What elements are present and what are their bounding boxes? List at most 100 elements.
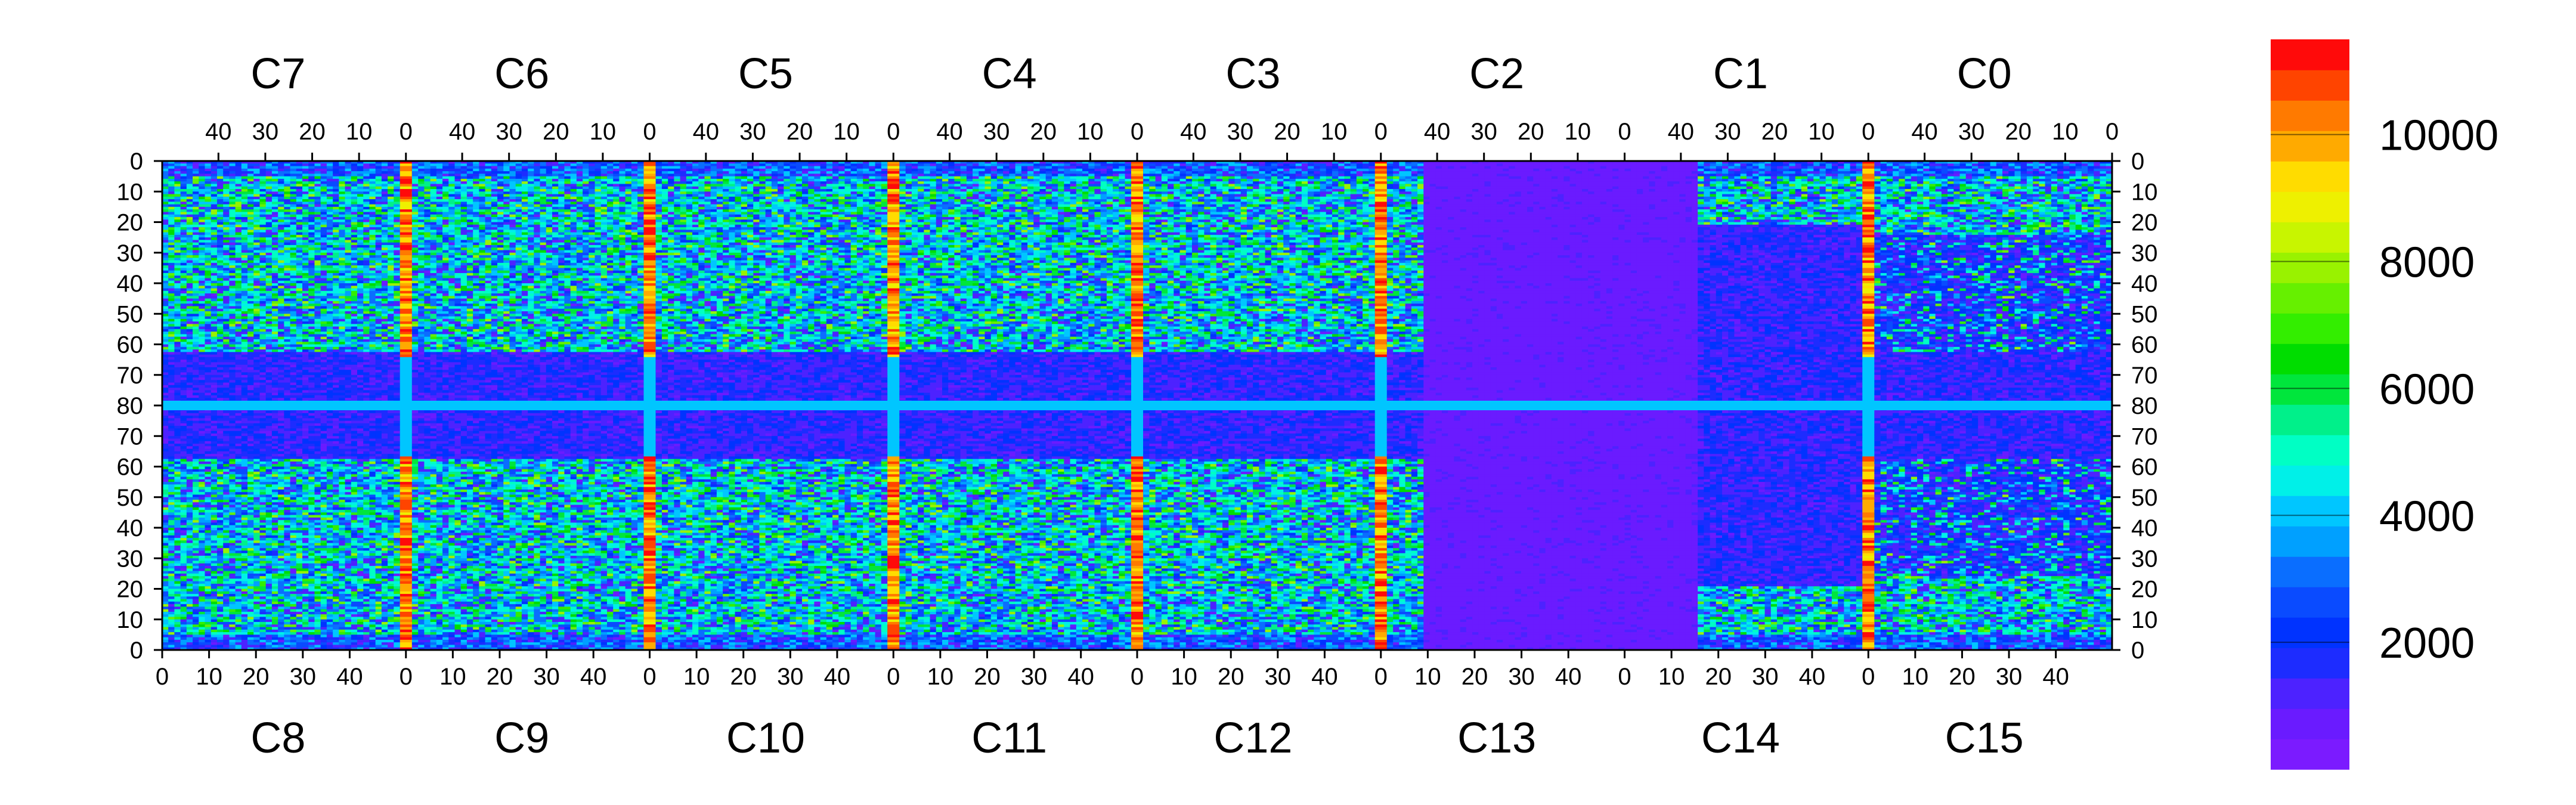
bottom-tick-label: 40	[1067, 664, 1094, 690]
bottom-tick-label: 30	[290, 664, 317, 690]
bottom-tick-label: 10	[1658, 664, 1685, 690]
left-tick-label: 50	[117, 485, 144, 511]
left-tick-label: 20	[117, 577, 144, 603]
colorbar-segment	[2271, 648, 2349, 679]
top-tick-label: 20	[787, 119, 813, 145]
bottom-tick-label: 30	[777, 664, 804, 690]
colorbar-tick-label: 8000	[2379, 239, 2475, 287]
right-tick-label: 40	[2131, 515, 2158, 541]
bottom-tick-label: 20	[1218, 664, 1244, 690]
bottom-tick-label: 10	[196, 664, 222, 690]
top-tick-label: 40	[936, 119, 963, 145]
colorbar-segment	[2271, 526, 2349, 557]
bottom-tick-label: 10	[927, 664, 954, 690]
left-tick-label: 30	[117, 240, 144, 267]
bottom-tick-label: 0	[1374, 664, 1388, 690]
left-tick-label: 20	[117, 210, 144, 236]
left-tick-label: 80	[117, 393, 144, 419]
bottom-tick-label: 0	[400, 664, 413, 690]
top-tick-label: 10	[1321, 119, 1348, 145]
bottom-tick-label: 40	[824, 664, 851, 690]
top-tick-label: 30	[1470, 119, 1497, 145]
colorbar-segment	[2271, 313, 2349, 344]
right-tick-label: 40	[2131, 271, 2158, 297]
bottom-tick-label: 0	[1862, 664, 1875, 690]
colorbar-segment	[2271, 283, 2349, 314]
top-tick-label: 30	[1714, 119, 1741, 145]
colorbar-segment	[2271, 161, 2349, 192]
top-chip-label: C1	[1713, 50, 1768, 98]
right-tick-label: 30	[2131, 546, 2158, 572]
right-tick-label: 20	[2131, 577, 2158, 603]
left-tick-label: 70	[117, 423, 144, 450]
bottom-tick-label: 20	[974, 664, 1001, 690]
top-tick-label: 10	[833, 119, 860, 145]
colorbar-segment	[2271, 465, 2349, 496]
left-tick-label: 10	[117, 607, 144, 633]
top-tick-label: 0	[887, 119, 900, 145]
colorbar-segment	[2271, 374, 2349, 405]
colorbar-segment	[2271, 739, 2349, 770]
bottom-x-axis: 0 10 20 30 40 0 10 20 30 40 0 10 20 30 40 0 10 20 30 40 0 10 2…	[156, 650, 2069, 690]
top-tick-label: 30	[496, 119, 522, 145]
top-chip-label: C3	[1225, 50, 1280, 98]
bottom-tick-label: 10	[683, 664, 710, 690]
bottom-tick-label: 20	[1462, 664, 1488, 690]
left-tick-label: 40	[117, 515, 144, 541]
top-tick-label: 10	[1808, 119, 1835, 145]
colorbar-segment	[2271, 131, 2349, 162]
bottom-chip-label: C10	[726, 714, 805, 762]
colorbar-tick-label: 6000	[2379, 366, 2475, 413]
right-tick-label: 20	[2131, 210, 2158, 236]
top-chip-label: C5	[738, 50, 793, 98]
top-tick-label: 0	[1618, 119, 1631, 145]
bottom-tick-label: 20	[1949, 664, 1976, 690]
bottom-chip-label: C8	[250, 714, 305, 762]
bottom-tick-label: 20	[487, 664, 513, 690]
colorbar-segment	[2271, 617, 2349, 648]
right-tick-label: 0	[2131, 148, 2144, 175]
colorbar-segment	[2271, 191, 2349, 222]
colorbar-tick-label: 10000	[2379, 112, 2498, 160]
bottom-tick-label: 0	[156, 664, 169, 690]
bottom-tick-label: 0	[887, 664, 900, 690]
colorbar-segment	[2271, 496, 2349, 527]
top-tick-label: 0	[1862, 119, 1875, 145]
bottom-chip-label: C15	[1945, 714, 2024, 762]
colorbar-segment	[2271, 435, 2349, 466]
top-tick-label: 0	[2106, 119, 2119, 145]
top-chip-label: C7	[250, 50, 305, 98]
top-tick-label: 40	[205, 119, 232, 145]
colorbar-segment	[2271, 708, 2349, 739]
top-x-axis: 40 30 20 10 0 40 30 20 10 0 40 30 20 10 0 40 30 20 10 0 40 30…	[205, 119, 2119, 161]
right-tick-label: 10	[2131, 607, 2158, 633]
bottom-tick-label: 10	[1902, 664, 1929, 690]
top-tick-label: 10	[1077, 119, 1104, 145]
top-tick-label: 0	[400, 119, 413, 145]
colorbar-segment	[2271, 587, 2349, 618]
bottom-tick-label: 20	[730, 664, 757, 690]
top-tick-label: 40	[1424, 119, 1451, 145]
bottom-tick-label: 20	[243, 664, 270, 690]
colorbar-segment	[2271, 39, 2349, 70]
colorbar-segment	[2271, 222, 2349, 253]
bottom-tick-label: 40	[1555, 664, 1582, 690]
bottom-tick-label: 10	[1414, 664, 1441, 690]
right-tick-label: 80	[2131, 393, 2158, 419]
bottom-chip-label: C11	[971, 714, 1047, 762]
top-tick-label: 20	[1274, 119, 1301, 145]
colorbar-segment	[2271, 556, 2349, 587]
heatmap-cells	[162, 161, 2113, 651]
colorbar-segment	[2271, 343, 2349, 374]
bottom-tick-label: 10	[439, 664, 466, 690]
right-tick-label: 60	[2131, 454, 2158, 481]
bottom-tick-label: 20	[1705, 664, 1732, 690]
top-tick-label: 20	[299, 119, 326, 145]
colorbar-tick-label: 2000	[2379, 620, 2475, 667]
top-chip-label: C4	[982, 50, 1037, 98]
top-tick-label: 40	[449, 119, 476, 145]
bottom-chip-label: C9	[494, 714, 549, 762]
colorbar-segment	[2271, 70, 2349, 101]
